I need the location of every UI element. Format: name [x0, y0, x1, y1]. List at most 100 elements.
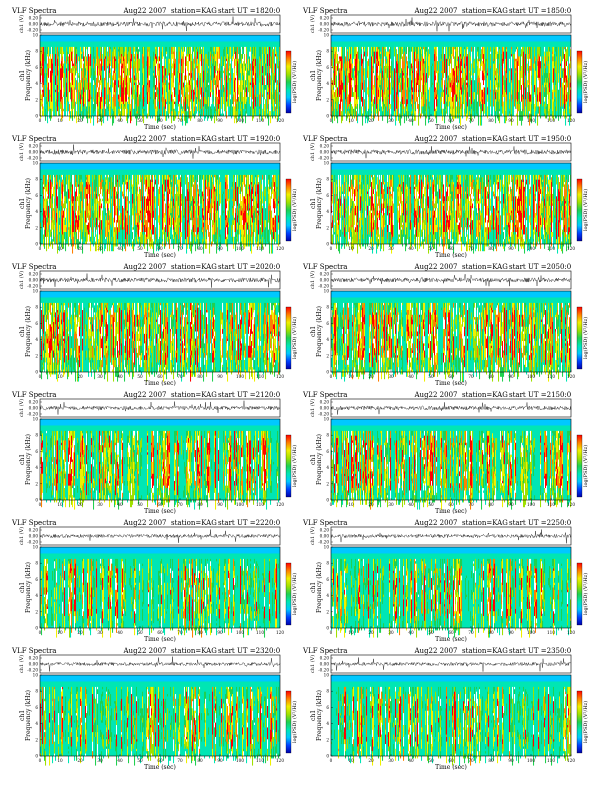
spectrogram-cell: [403, 99, 404, 109]
spectrogram-cell: [347, 85, 348, 97]
spectrogram-cell: [456, 106, 457, 118]
spectrogram-cell: [199, 80, 200, 90]
spectrogram-cell: [102, 78, 103, 90]
spectrogram-cell: [133, 227, 134, 229]
spectrogram-cell: [76, 232, 77, 244]
spectrogram-cell: [102, 97, 103, 109]
spectrogram-cell: [509, 83, 510, 90]
spectrogram-cell: [42, 104, 43, 109]
spectrogram-cell: [227, 90, 228, 97]
spectrogram-cell: [417, 85, 418, 97]
spectrogram-cell: [193, 114, 194, 116]
spectrogram-cell: [116, 175, 117, 187]
spectrogram-cell: [52, 211, 53, 218]
spectrogram-cell: [63, 192, 64, 204]
spectrogram-cell: [333, 71, 334, 73]
spectrogram-cell: [62, 215, 63, 217]
spectrogram-cell: [144, 80, 145, 87]
spectrogram-cell: [101, 180, 102, 190]
spectrogram-cell: [41, 64, 42, 74]
spectrogram-cell: [259, 76, 260, 83]
spectrogram-cell: [343, 83, 344, 93]
spectrogram-cell: [130, 66, 131, 73]
spectrogram-cell: [63, 111, 64, 116]
spectrogram-cell: [77, 211, 78, 221]
spectrogram-cell: [71, 68, 72, 80]
spectrogram-cell: [78, 56, 79, 61]
spectrogram-cell: [66, 95, 67, 97]
spectrogram-cell: [122, 230, 123, 240]
spectrogram-cell: [417, 97, 418, 107]
spectrogram-cell: [232, 104, 233, 106]
spectrogram-cell: [52, 175, 53, 185]
spectrogram-cell: [527, 109, 528, 119]
spectrogram-cell: [79, 92, 80, 102]
spectrogram-cell: [368, 85, 369, 90]
spectrogram-cell: [146, 61, 147, 66]
spectrogram-cell: [185, 66, 186, 68]
spectrogram-cell: [187, 87, 188, 99]
spectrogram-cell: [212, 78, 213, 80]
spectrogram-cell: [476, 64, 477, 76]
spectrogram-cell: [529, 104, 530, 111]
spectrogram-cell: [47, 206, 48, 218]
spectrogram-cell: [135, 232, 136, 237]
spectrogram-cell: [174, 76, 175, 88]
spectrogram-cell: [397, 87, 398, 89]
spectrogram-cell: [469, 71, 470, 73]
spectrogram-cell: [406, 56, 407, 63]
spectrogram-cell: [502, 83, 503, 95]
spectrogram-cell: [364, 92, 365, 99]
spectrogram-cell: [63, 208, 64, 210]
spectrogram-cell: [105, 184, 106, 189]
spectrogram-cell: [259, 90, 260, 95]
spectrogram-cell: [78, 99, 79, 109]
spectrogram-cell: [191, 99, 192, 109]
spectrogram-cell: [336, 76, 337, 88]
spectrogram-cell: [120, 187, 121, 192]
spectrogram-cell: [174, 104, 175, 109]
spectrogram-cell: [99, 92, 100, 102]
spectrogram-cell: [123, 71, 124, 73]
spectrogram-cell: [90, 54, 91, 66]
spectrogram-cell: [109, 211, 110, 216]
spectrogram-cell: [499, 83, 500, 88]
spectrogram-cell: [363, 92, 364, 104]
spectrogram-cell: [479, 87, 480, 99]
spectrogram-cell: [544, 102, 545, 104]
spectrogram-cell: [419, 92, 420, 104]
spectrogram-cell: [119, 47, 120, 57]
spectrogram-cell: [77, 201, 78, 211]
spectrogram-cell: [78, 61, 79, 73]
spectrogram-cell: [109, 230, 110, 242]
spectrogram-cell: [43, 73, 44, 85]
spectrogram-cell: [374, 78, 375, 85]
spectrogram-cell: [403, 73, 404, 75]
spectrogram-cell: [42, 54, 43, 56]
spectrogram-cell: [414, 47, 415, 52]
spectrogram-cell: [345, 47, 346, 57]
spectrogram-cell: [105, 99, 106, 101]
spectrogram-cell: [480, 114, 481, 126]
spectrogram-cell: [93, 99, 94, 101]
spectrogram-cell: [129, 225, 130, 235]
spectrogram-cell: [181, 90, 182, 95]
spectrogram-cell: [131, 234, 132, 246]
spectrogram-cell: [453, 83, 454, 85]
spectrogram-cell: [237, 59, 238, 61]
spectrogram-cell: [62, 218, 63, 223]
spectrogram-cell: [416, 59, 417, 69]
spectrogram-cell: [505, 111, 506, 113]
spectrogram-cell: [477, 56, 478, 58]
spectrogram-cell: [221, 56, 222, 66]
spectrogram-cell: [196, 97, 197, 104]
spectrogram-cell: [398, 114, 399, 121]
spectrogram-cell: [567, 66, 568, 73]
spectrogram-cell: [168, 92, 169, 102]
spectrogram-cell: [495, 99, 496, 101]
spectrogram-cell: [497, 47, 498, 52]
spectrogram-cell: [194, 68, 195, 80]
spectrogram-cell: [122, 225, 123, 230]
spectrogram-cell: [434, 49, 435, 54]
spectrogram-cell: [516, 80, 517, 92]
